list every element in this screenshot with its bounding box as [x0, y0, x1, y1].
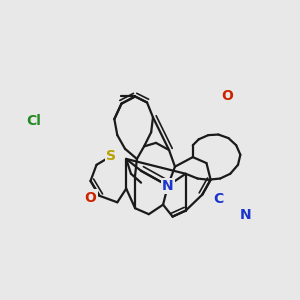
Text: N: N: [239, 208, 251, 222]
Text: C: C: [213, 192, 224, 206]
Text: O: O: [85, 190, 97, 205]
Text: Cl: Cl: [27, 115, 41, 128]
Text: S: S: [106, 149, 116, 163]
Text: O: O: [221, 89, 233, 103]
Text: N: N: [162, 179, 174, 193]
